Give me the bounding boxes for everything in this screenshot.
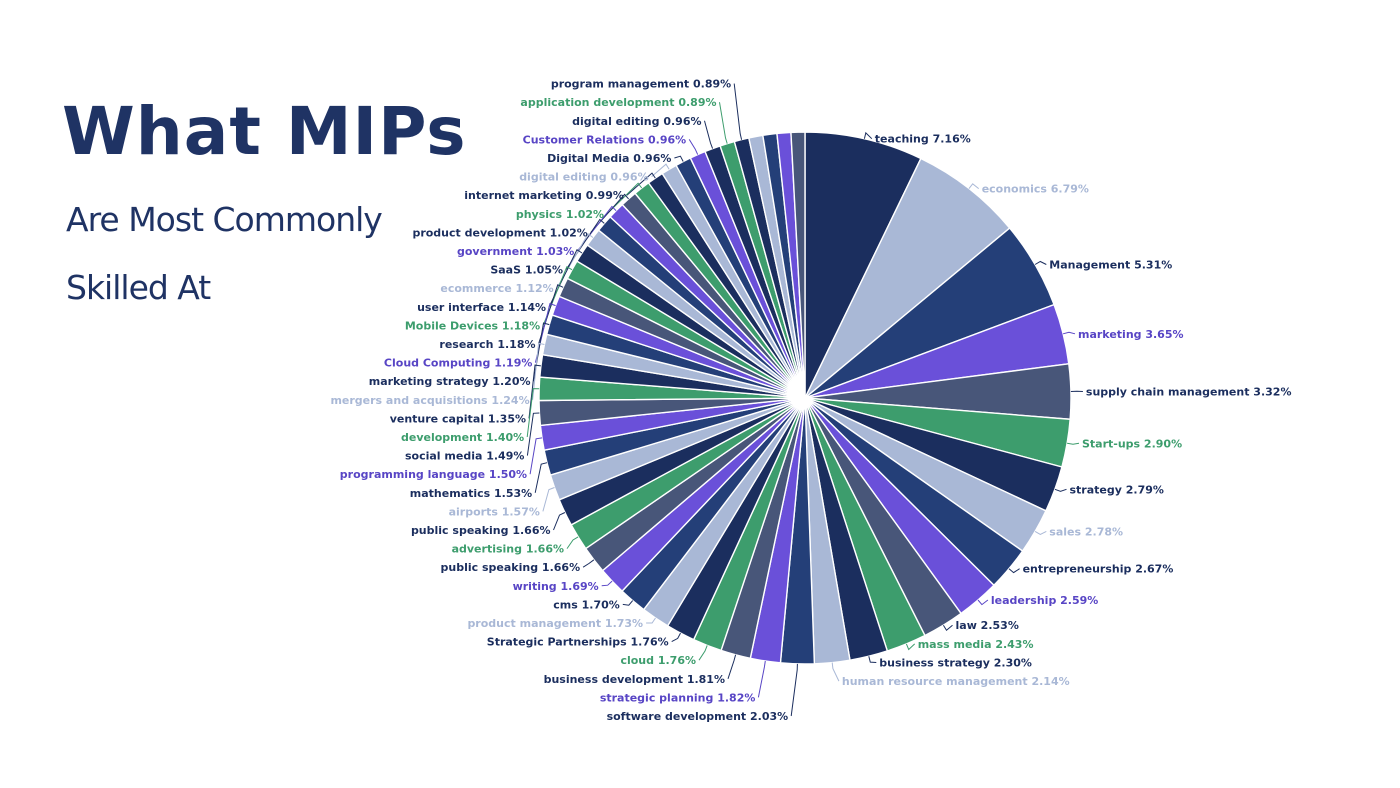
- leader-line: [863, 131, 873, 140]
- slice-label: ecommerce 1.12%: [440, 282, 553, 295]
- slice-label: research 1.18%: [439, 338, 535, 351]
- leader-line: [526, 412, 540, 456]
- slice-label: law 2.53%: [956, 619, 1019, 632]
- leader-line: [534, 462, 548, 493]
- leader-line: [698, 645, 708, 661]
- slice-label: Cloud Computing 1.19%: [384, 357, 532, 370]
- slice-label: leadership 2.59%: [991, 594, 1098, 607]
- slice-label: application development 0.89%: [520, 96, 716, 109]
- slice-label: digital editing 0.96%: [519, 171, 648, 184]
- slice-label: product management 1.73%: [467, 617, 643, 630]
- slice-label: advertising 1.66%: [452, 543, 564, 556]
- subtitle-line-1: Are Most Commonly: [66, 200, 383, 239]
- leader-line: [529, 437, 543, 475]
- slice-label: Start-ups 2.90%: [1082, 437, 1182, 450]
- slice-label: product development 1.02%: [412, 226, 587, 239]
- label-leader-lines: [526, 83, 1083, 717]
- slice-labels: teaching 7.16% economics 6.79% Management …: [330, 78, 1291, 723]
- pie-slice: [804, 157, 1011, 399]
- slice-label: mass media 2.43%: [918, 638, 1034, 651]
- leader-line: [671, 632, 681, 643]
- leader-line: [1067, 442, 1080, 445]
- leader-line: [719, 102, 728, 144]
- slice-label: public speaking 1.66%: [411, 524, 551, 537]
- slice-label: cloud 1.76%: [620, 654, 696, 667]
- leader-line: [601, 580, 613, 587]
- slice-label: mathematics 1.53%: [410, 487, 532, 500]
- slice-label: strategic planning 1.82%: [600, 691, 756, 704]
- slice-label: strategy 2.79%: [1070, 483, 1164, 496]
- slice-label: airports 1.57%: [449, 505, 540, 518]
- leader-line: [968, 183, 980, 189]
- leader-line: [532, 342, 545, 400]
- slice-label: public speaking 1.66%: [441, 561, 581, 574]
- slice-label: cms 1.70%: [553, 598, 620, 611]
- slice-label: supply chain management 3.32%: [1086, 386, 1292, 399]
- slice-label: mergers and acquisitions 1.24%: [330, 394, 529, 407]
- slice-label: sales 2.78%: [1049, 525, 1123, 538]
- leader-line: [622, 600, 634, 606]
- slice-label: economics 6.79%: [982, 183, 1089, 196]
- slice-label: development 1.40%: [401, 431, 524, 444]
- leader-line: [626, 172, 656, 196]
- pie-slice: [790, 131, 806, 399]
- leader-line: [704, 120, 714, 149]
- leader-line: [542, 487, 555, 512]
- leader-line: [757, 660, 766, 698]
- slice-label: physics 1.02%: [516, 208, 604, 221]
- leader-line: [905, 643, 916, 651]
- slice-label: teaching 7.16%: [875, 133, 971, 146]
- leader-line: [526, 388, 540, 438]
- slice-label: SaaS 1.05%: [490, 264, 563, 277]
- slice-label: government 1.03%: [457, 245, 574, 258]
- leader-line: [942, 624, 953, 632]
- slice-label: entrepreneurship 2.67%: [1023, 563, 1174, 576]
- slice-label: software development 2.03%: [607, 710, 789, 723]
- leader-line: [790, 663, 798, 717]
- leader-line: [1034, 260, 1047, 265]
- slice-label: marketing strategy 1.20%: [369, 375, 531, 388]
- pie-slices: [538, 131, 1072, 665]
- slice-label: writing 1.69%: [513, 580, 599, 593]
- slice-label: business development 1.81%: [544, 673, 725, 686]
- pie-slice: [804, 131, 922, 399]
- leader-line: [566, 536, 579, 549]
- leader-line: [727, 654, 737, 679]
- slice-label: Strategic Partnerships 1.76%: [487, 636, 669, 649]
- slice-label: venture capital 1.35%: [390, 412, 526, 425]
- leader-line: [1008, 568, 1020, 574]
- slice-label: marketing 3.65%: [1078, 328, 1184, 341]
- slice-label: human resource management 2.14%: [842, 675, 1070, 688]
- leader-line: [646, 617, 656, 624]
- slice-label: Mobile Devices 1.18%: [405, 319, 540, 332]
- slice-label: programming language 1.50%: [340, 468, 527, 481]
- leader-line: [831, 662, 840, 682]
- leader-line: [868, 656, 877, 663]
- slice-label: social media 1.49%: [405, 450, 524, 463]
- leader-line: [1062, 331, 1076, 335]
- leader-line: [651, 163, 670, 177]
- slice-label: Digital Media 0.96%: [547, 152, 671, 165]
- slice-label: business strategy 2.30%: [879, 657, 1032, 670]
- leader-line: [553, 512, 566, 531]
- slice-label: Customer Relations 0.96%: [523, 133, 687, 146]
- leader-line: [688, 139, 699, 155]
- leader-line: [606, 182, 643, 215]
- leader-line: [733, 83, 743, 140]
- page-title: What MIPs: [62, 93, 467, 170]
- subtitle-line-2: Skilled At: [66, 268, 211, 307]
- leader-line: [1034, 530, 1047, 535]
- slice-label: internet marketing 0.99%: [464, 189, 624, 202]
- leader-line: [528, 364, 541, 419]
- slice-label: user interface 1.14%: [417, 301, 546, 314]
- leader-line: [674, 155, 684, 162]
- leader-line: [1054, 488, 1067, 492]
- slice-label: digital editing 0.96%: [572, 115, 701, 128]
- leader-line: [582, 559, 595, 568]
- slice-label: Management 5.31%: [1049, 259, 1172, 272]
- title-block: What MIPs Are Most Commonly Skilled At: [62, 92, 467, 307]
- leader-line: [977, 599, 989, 606]
- slice-label: program management 0.89%: [551, 78, 731, 91]
